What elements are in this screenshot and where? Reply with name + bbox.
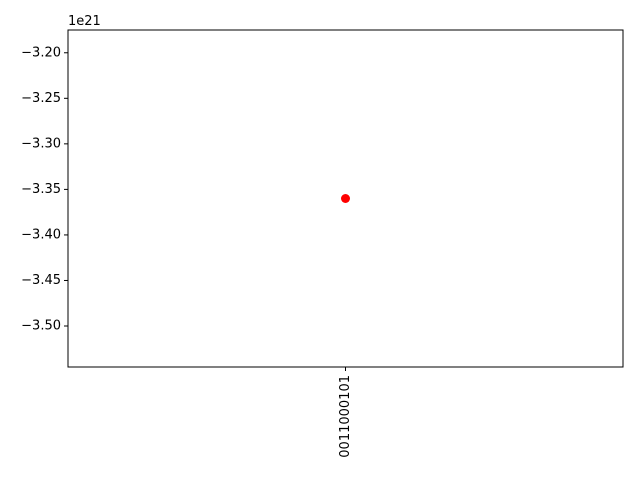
y-axis-offset-label: 1e21 [68, 14, 101, 29]
y-tick-label: −3.50 [21, 319, 61, 334]
y-tick-label: −3.40 [21, 227, 61, 242]
y-axis: −3.20 −3.25 −3.30 −3.35 −3.40 −3.45 −3.50 [21, 45, 68, 334]
y-tick-label: −3.35 [21, 182, 61, 197]
y-tick-label: −3.45 [21, 273, 61, 288]
data-points [341, 194, 350, 203]
data-point [341, 194, 350, 203]
x-tick-label: 0011000101 [338, 375, 353, 458]
y-tick-label: −3.25 [21, 91, 61, 106]
y-tick-label: −3.30 [21, 136, 61, 151]
y-tick-label: −3.20 [21, 45, 61, 60]
x-axis: 0011000101 [338, 367, 353, 458]
